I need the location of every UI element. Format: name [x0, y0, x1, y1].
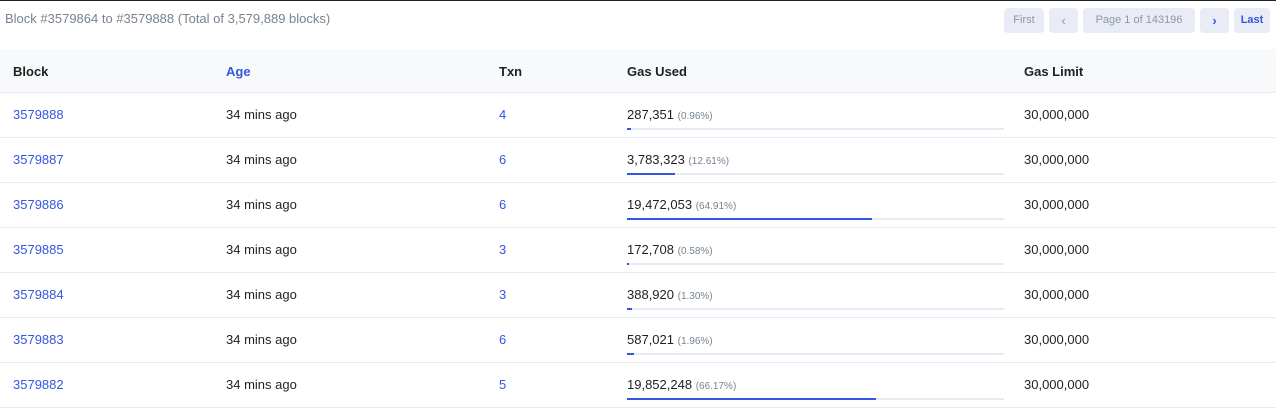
txn-count-link[interactable]: 5	[499, 377, 507, 392]
block-range-summary: Block #3579864 to #3579888 (Total of 3,5…	[5, 11, 331, 26]
gas-used-cell: 287,351 (0.96%)	[627, 107, 713, 122]
gas-limit-value: 30,000,000	[1024, 197, 1090, 212]
gas-used-bar	[627, 173, 1004, 175]
gas-used-bar-fill	[627, 218, 872, 220]
gas-used-bar-fill	[627, 353, 635, 355]
first-page-button[interactable]: First	[1004, 8, 1044, 33]
table-row: 3579887 34 mins ago 6 3,783,323 (12.61%)…	[0, 138, 1276, 183]
table-header: Block Age Txn Gas Used Gas Limit	[0, 49, 1276, 93]
gas-limit-value: 30,000,000	[1024, 242, 1090, 257]
gas-used-value: 587,021	[627, 332, 674, 347]
gas-used-cell: 587,021 (1.96%)	[627, 332, 713, 347]
column-header-txn: Txn	[499, 64, 523, 79]
gas-used-cell: 172,708 (0.58%)	[627, 242, 713, 257]
gas-used-bar	[627, 353, 1004, 355]
table-row: 3579882 34 mins ago 5 19,852,248 (66.17%…	[0, 363, 1276, 408]
gas-used-percent: (12.61%)	[688, 156, 730, 167]
table-row: 3579886 34 mins ago 6 19,472,053 (64.91%…	[0, 183, 1276, 228]
last-page-button[interactable]: Last	[1234, 8, 1270, 33]
gas-used-percent: (1.30%)	[677, 291, 713, 302]
column-header-block: Block	[13, 64, 49, 79]
table-row: 3579885 34 mins ago 3 172,708 (0.58%) 30…	[0, 228, 1276, 273]
gas-used-value: 19,852,248	[627, 377, 693, 392]
block-number-link[interactable]: 3579884	[13, 287, 64, 302]
block-number-link[interactable]: 3579883	[13, 332, 64, 347]
chevron-left-icon: ‹	[1061, 13, 1066, 28]
table-body: 3579888 34 mins ago 4 287,351 (0.96%) 30…	[0, 93, 1276, 408]
gas-used-percent: (66.17%)	[695, 381, 737, 392]
gas-used-value: 287,351	[627, 107, 674, 122]
txn-count-link[interactable]: 3	[499, 287, 507, 302]
gas-used-bar-fill	[627, 128, 631, 130]
table-toolbar: Block #3579864 to #3579888 (Total of 3,5…	[0, 0, 1276, 46]
block-age: 34 mins ago	[226, 287, 297, 302]
block-number-link[interactable]: 3579882	[13, 377, 64, 392]
pagination: First ‹ Page 1 of 143196 › Last	[1004, 8, 1270, 33]
txn-count-link[interactable]: 3	[499, 242, 507, 257]
gas-used-bar	[627, 218, 1004, 220]
gas-used-value: 388,920	[627, 287, 674, 302]
gas-limit-value: 30,000,000	[1024, 107, 1090, 122]
page-indicator: Page 1 of 143196	[1083, 8, 1195, 33]
gas-used-cell: 19,852,248 (66.17%)	[627, 377, 736, 392]
gas-used-percent: (0.96%)	[677, 111, 713, 122]
table-row: 3579883 34 mins ago 6 587,021 (1.96%) 30…	[0, 318, 1276, 363]
txn-count-link[interactable]: 4	[499, 107, 507, 122]
gas-used-percent: (1.96%)	[677, 336, 713, 347]
block-age: 34 mins ago	[226, 332, 297, 347]
block-number-link[interactable]: 3579885	[13, 242, 64, 257]
block-age: 34 mins ago	[226, 197, 297, 212]
block-number-link[interactable]: 3579888	[13, 107, 64, 122]
txn-count-link[interactable]: 6	[499, 152, 507, 167]
gas-used-cell: 388,920 (1.30%)	[627, 287, 713, 302]
gas-limit-value: 30,000,000	[1024, 377, 1090, 392]
gas-used-bar	[627, 263, 1004, 265]
block-age: 34 mins ago	[226, 152, 297, 167]
gas-limit-value: 30,000,000	[1024, 332, 1090, 347]
txn-count-link[interactable]: 6	[499, 332, 507, 347]
gas-used-cell: 3,783,323 (12.61%)	[627, 152, 729, 167]
gas-limit-value: 30,000,000	[1024, 152, 1090, 167]
gas-used-bar-fill	[627, 398, 877, 400]
table-row: 3579888 34 mins ago 4 287,351 (0.96%) 30…	[0, 93, 1276, 138]
block-number-link[interactable]: 3579886	[13, 197, 64, 212]
gas-used-bar-fill	[627, 263, 630, 265]
blocks-table: Block Age Txn Gas Used Gas Limit 3579888…	[0, 49, 1276, 408]
block-age: 34 mins ago	[226, 107, 297, 122]
block-number-link[interactable]: 3579887	[13, 152, 64, 167]
chevron-right-icon: ›	[1212, 13, 1217, 28]
column-header-gas-used: Gas Used	[627, 64, 687, 79]
gas-used-bar	[627, 398, 1004, 400]
gas-used-value: 3,783,323	[627, 152, 685, 167]
next-page-button[interactable]: ›	[1200, 8, 1229, 33]
block-age: 34 mins ago	[226, 377, 297, 392]
gas-limit-value: 30,000,000	[1024, 287, 1090, 302]
gas-used-bar	[627, 128, 1004, 130]
gas-used-percent: (64.91%)	[695, 201, 737, 212]
block-age: 34 mins ago	[226, 242, 297, 257]
gas-used-bar-fill	[627, 308, 632, 310]
prev-page-button[interactable]: ‹	[1049, 8, 1078, 33]
gas-used-bar	[627, 308, 1004, 310]
column-header-gas-limit: Gas Limit	[1024, 64, 1084, 79]
gas-used-value: 172,708	[627, 242, 674, 257]
txn-count-link[interactable]: 6	[499, 197, 507, 212]
gas-used-bar-fill	[627, 173, 675, 175]
gas-used-value: 19,472,053	[627, 197, 693, 212]
column-header-age[interactable]: Age	[226, 64, 251, 79]
gas-used-cell: 19,472,053 (64.91%)	[627, 197, 736, 212]
gas-used-percent: (0.58%)	[677, 246, 713, 257]
table-row: 3579884 34 mins ago 3 388,920 (1.30%) 30…	[0, 273, 1276, 318]
